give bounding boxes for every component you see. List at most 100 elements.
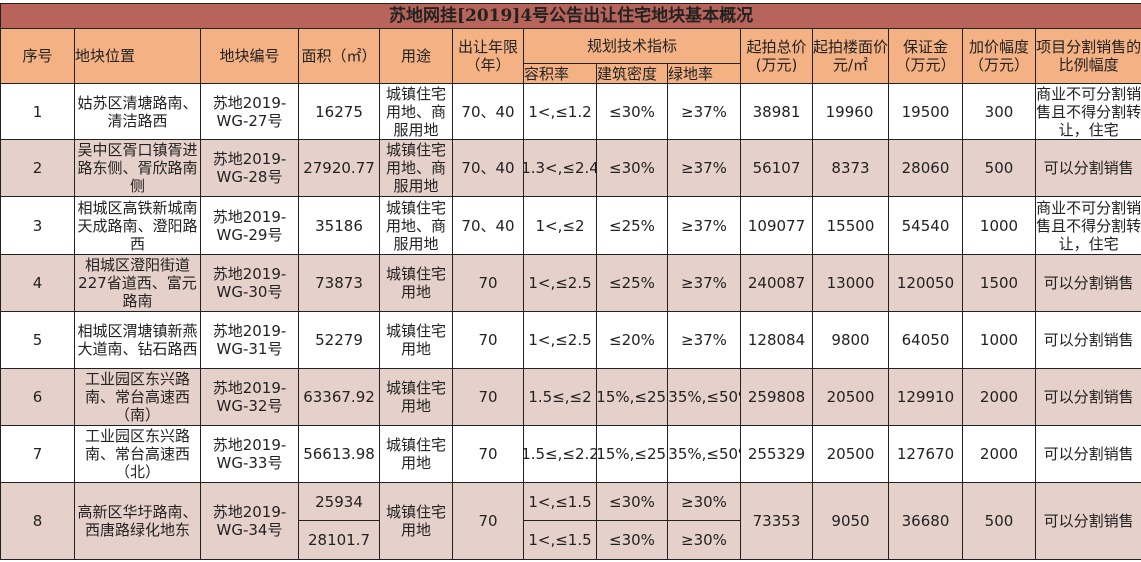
table-row: 2 吴中区胥口镇胥进路东侧、胥欣路南侧 苏地2019-WG-28号 27920.77 城…: [0, 139, 1141, 197]
cell-text: 120050: [896, 274, 955, 292]
header-seq: 序号: [0, 28, 75, 84]
cell-split: 商业不可分割销售且不得分割转让，住宅: [1034, 196, 1141, 255]
cell-use: 城镇住宅用地、商服用地: [379, 139, 453, 197]
cell-green-b: ≥30%: [667, 520, 741, 560]
cell-text: ≤20%: [609, 331, 655, 349]
cell-text: 9800: [831, 331, 870, 349]
cell-green: ≥37%: [667, 83, 741, 140]
header-unit-price: 起拍楼面价元/㎡: [812, 28, 889, 84]
cell-increment: 1000: [962, 196, 1036, 255]
cell-text: 1<,≤1.5: [528, 531, 592, 549]
cell-density-a: ≤30%: [596, 482, 668, 521]
cell-text: 73353: [752, 512, 801, 530]
cell-text: 可以分割销售: [1043, 388, 1134, 406]
cell-text: 1<,≤2.5: [528, 274, 592, 292]
cell-text: 13000: [826, 274, 875, 292]
cell-use: 城镇住宅用地、商服用地: [379, 83, 453, 140]
cell-text: ≥37%: [681, 102, 727, 121]
cell-far-a: 1<,≤1.5: [523, 482, 597, 521]
header-green: 绿地率: [667, 63, 741, 84]
table-title: 苏地网挂[2019]4号公告出让住宅地块基本概况: [0, 3, 1141, 29]
cell-green-a: ≥30%: [667, 482, 741, 521]
cell-area: 16275: [298, 83, 380, 140]
cell-text: 7: [32, 445, 43, 463]
cell-text: 70、40: [461, 159, 515, 177]
cell-split: 可以分割销售: [1034, 254, 1141, 312]
cell-far: 1.3<,≤2.4: [523, 139, 597, 197]
cell-code: 苏地2019-WG-31号: [200, 311, 299, 369]
cell-far: 1<,≤2.5: [523, 254, 597, 312]
cell-green: ≥37%: [667, 139, 741, 197]
cell-text: 300: [984, 102, 1014, 121]
cell-text: 姑苏区清塘路南、清洁路西: [77, 93, 198, 130]
cell-text: 500: [984, 512, 1014, 530]
cell-text: 19960: [825, 102, 874, 121]
cell-location: 姑苏区清塘路南、清洁路西: [74, 83, 201, 140]
cell-text: 52279: [315, 331, 363, 349]
cell-text: 500: [984, 159, 1014, 177]
cell-text: 城镇住宅用地、商服用地: [385, 84, 446, 139]
cell-far: 1<,≤2.5: [523, 311, 597, 369]
cell-text: 城镇住宅用地: [385, 503, 446, 539]
cell-text: ≤30%: [609, 102, 655, 121]
cell-seq: 4: [0, 254, 75, 312]
cell-total-price: 259808: [740, 368, 813, 426]
cell-text: 20500: [826, 445, 875, 463]
cell-far: 1<,≤2: [523, 196, 597, 255]
cell-text: 70: [478, 512, 498, 530]
header-density: 建筑密度: [596, 63, 668, 84]
cell-density: ≤30%: [596, 83, 668, 140]
header-increment: 加价幅度（万元）: [962, 28, 1036, 84]
cell-unit-price: 20500: [812, 425, 889, 483]
cell-deposit: 129910: [888, 368, 963, 426]
cell-area: 56613.98: [298, 425, 380, 483]
cell-text: ≤30%: [609, 492, 655, 511]
cell-unit-price: 15500: [812, 196, 889, 255]
cell-term: 70: [452, 482, 524, 560]
cell-term: 70、40: [452, 83, 524, 140]
cell-text: 240087: [747, 274, 806, 292]
cell-term: 70: [452, 368, 524, 426]
cell-text: ≤25%: [609, 216, 655, 235]
cell-text: 6: [32, 388, 43, 406]
cell-text: 苏地2019-WG-32号: [212, 379, 287, 415]
cell-text: 1<,≤2.5: [528, 331, 592, 349]
cell-text: 56613.98: [303, 445, 375, 463]
cell-seq: 8: [0, 482, 75, 560]
cell-text: ≤25%: [609, 274, 655, 292]
cell-text: 3: [32, 216, 43, 235]
cell-text: 商业不可分割销售且不得分割转让，住宅: [1036, 84, 1141, 139]
cell-text: ≥35%,≤50%: [668, 445, 740, 463]
cell-location: 相城区高铁新城南天成路南、澄阳路西: [74, 196, 201, 255]
cell-text: 城镇住宅用地: [385, 379, 446, 415]
cell-text: ≥37%: [681, 274, 727, 292]
cell-green: ≥35%,≤50%: [667, 368, 741, 426]
cell-use: 城镇住宅用地: [379, 482, 453, 560]
cell-text: 259808: [747, 388, 806, 406]
cell-density: ≥15%,≤25%: [596, 425, 668, 483]
cell-text: 2000: [979, 388, 1019, 406]
cell-text: 73873: [315, 274, 363, 292]
cell-seq: 1: [0, 83, 75, 140]
cell-location: 相城区澄阳街道227省道西、富元路南: [74, 254, 201, 312]
cell-deposit: 19500: [888, 83, 963, 140]
cell-text: ≥15%,≤25%: [597, 445, 667, 463]
cell-text: ≤30%: [609, 159, 655, 177]
cell-text: 109077: [747, 216, 806, 235]
cell-unit-price: 20500: [812, 368, 889, 426]
cell-code: 苏地2019-WG-30号: [200, 254, 299, 312]
cell-location: 吴中区胥口镇胥进路东侧、胥欣路南侧: [74, 139, 201, 197]
cell-text: 商业不可分割销售且不得分割转让，住宅: [1036, 198, 1141, 253]
cell-text: 127670: [896, 445, 955, 463]
cell-text: 2000: [979, 445, 1019, 463]
cell-location: 相城区渭塘镇新燕大道南、钻石路西: [74, 311, 201, 369]
cell-green: ≥35%,≤50%: [667, 425, 741, 483]
cell-far: 1.5≤,≤2: [523, 368, 597, 426]
cell-text: 70、40: [461, 216, 515, 235]
cell-text: 2: [32, 159, 43, 177]
cell-text: ≥37%: [681, 159, 727, 177]
cell-green: ≥37%: [667, 254, 741, 312]
cell-area: 63367.92: [298, 368, 380, 426]
cell-split: 可以分割销售: [1034, 482, 1141, 560]
cell-seq: 3: [0, 196, 75, 255]
